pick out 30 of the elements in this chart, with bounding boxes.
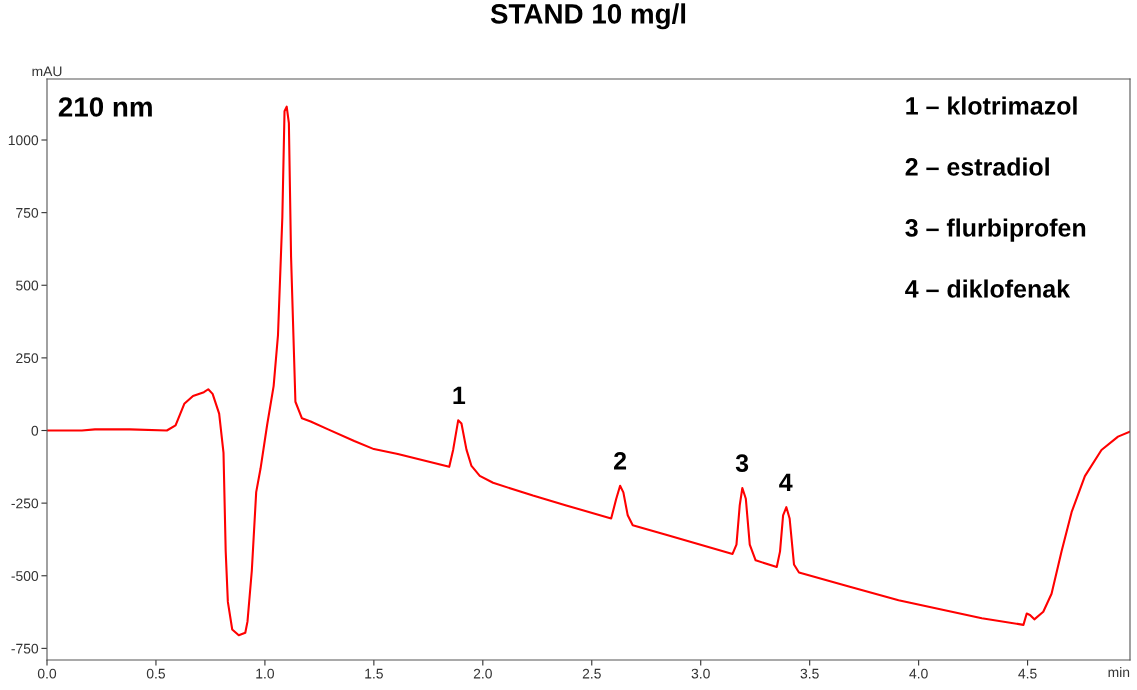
x-tick-label: 2.5 xyxy=(582,668,601,679)
x-tick-label: 2.0 xyxy=(473,668,492,679)
annotation: 3 xyxy=(735,454,749,473)
y-tick-label: -750 xyxy=(11,643,39,654)
x-tick-label: 0.5 xyxy=(146,668,166,679)
y-tick-label: 250 xyxy=(16,353,39,364)
annotation: 2 xyxy=(614,451,627,470)
annotation: 4 xyxy=(779,473,793,491)
y-tick-label: 1000 xyxy=(8,135,39,146)
annotation: 210 nm xyxy=(58,97,152,117)
x-tick-label: 1.5 xyxy=(365,668,383,679)
chart-title: STAND 10 mg/l xyxy=(490,3,686,30)
x-tick-label: 4.5 xyxy=(1018,668,1037,679)
x-tick-label: 0.0 xyxy=(37,668,57,679)
y-tick-label: -500 xyxy=(11,571,39,581)
y-tick-label: 500 xyxy=(16,280,39,291)
annotation: 1 xyxy=(453,386,466,405)
x-tick-label: 4.0 xyxy=(909,668,928,679)
x-axis-title: min xyxy=(1108,666,1130,678)
x-tick-label: 3.0 xyxy=(691,668,710,679)
annotation: 3 – flurbiprofen xyxy=(905,218,1086,242)
y-tick-label: -250 xyxy=(11,498,39,509)
annotation: 1 – klotrimazol xyxy=(906,96,1077,115)
x-tick-label: 3.5 xyxy=(800,668,819,679)
y-tick-label: 750 xyxy=(16,207,39,218)
y-tick-label: 0 xyxy=(31,425,39,436)
y-axis-title: mAU xyxy=(32,66,62,77)
annotation: 4 – diklofenak xyxy=(905,279,1071,298)
x-tick-label: 1.0 xyxy=(256,668,275,679)
annotation: 2 – estradiol xyxy=(905,157,1049,176)
